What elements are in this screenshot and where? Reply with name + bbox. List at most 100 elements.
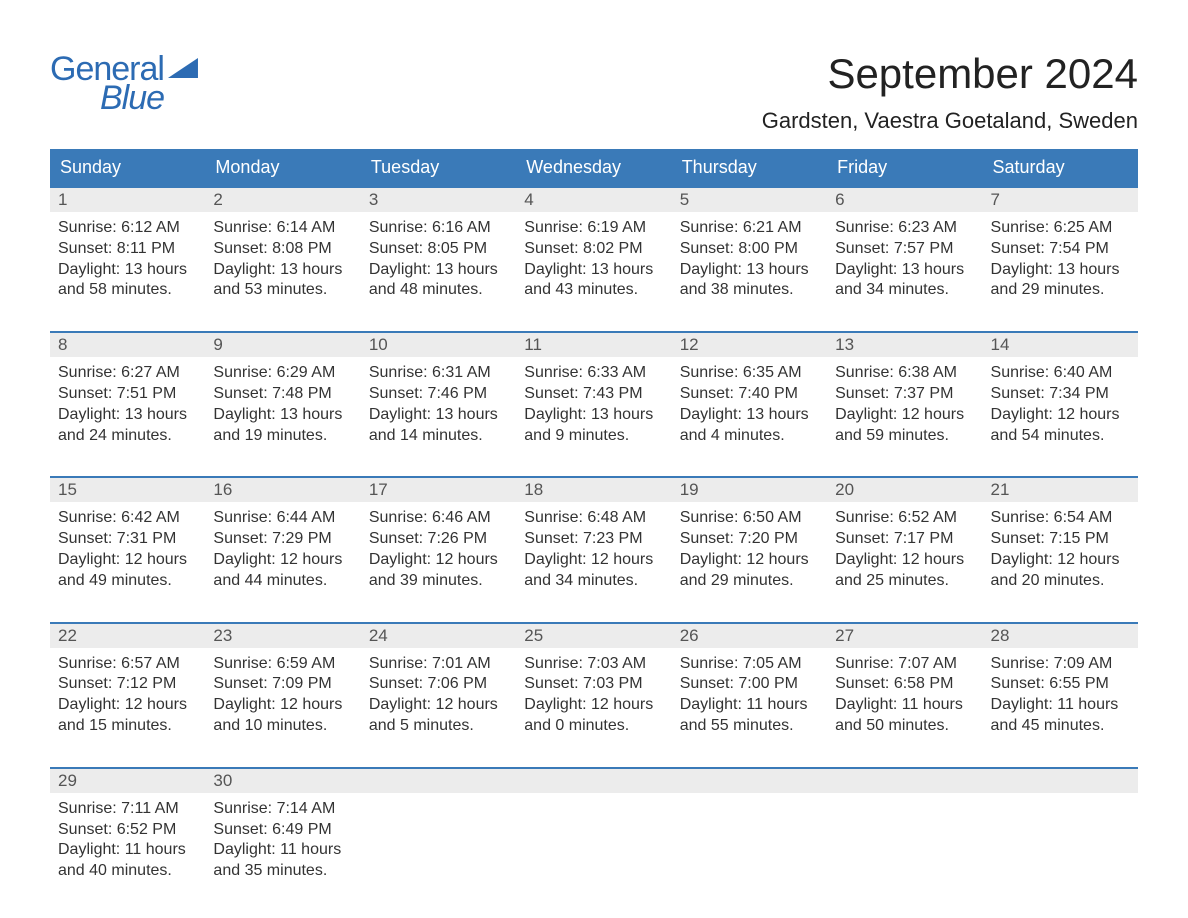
sunset-line: Sunset: 7:15 PM [991,529,1130,550]
daylight-line: Daylight: 13 hours and 34 minutes. [835,260,974,302]
daylight-line: Daylight: 11 hours and 45 minutes. [991,695,1130,737]
sunrise-line: Sunrise: 6:50 AM [680,508,819,529]
day-cell: 1Sunrise: 6:12 AMSunset: 8:11 PMDaylight… [50,188,205,313]
sunrise-line: Sunrise: 6:46 AM [369,508,508,529]
day-cell: 18Sunrise: 6:48 AMSunset: 7:23 PMDayligh… [516,478,671,603]
day-body: Sunrise: 6:23 AMSunset: 7:57 PMDaylight:… [827,212,982,301]
day-number: 16 [205,478,360,502]
day-number: 1 [50,188,205,212]
day-number: 12 [672,333,827,357]
day-cell: 21 Sunrise: 6:54 AMSunset: 7:15 PMDayligh… [983,478,1138,603]
sunset-line: Sunset: 7:00 PM [680,674,819,695]
daylight-line: Daylight: 13 hours and 38 minutes. [680,260,819,302]
day-cell: 22Sunrise: 6:57 AMSunset: 7:12 PMDayligh… [50,624,205,749]
sunset-line: Sunset: 7:17 PM [835,529,974,550]
sunrise-line: Sunrise: 6:54 AM [991,508,1130,529]
empty-day-bar [672,769,827,793]
day-cell: 25Sunrise: 7:03 AMSunset: 7:03 PMDayligh… [516,624,671,749]
week-row: 22Sunrise: 6:57 AMSunset: 7:12 PMDayligh… [50,622,1138,749]
sunrise-line: Sunrise: 6:14 AM [213,218,352,239]
dow-sunday: Sunday [50,149,205,186]
sunset-line: Sunset: 7:57 PM [835,239,974,260]
sunrise-line: Sunrise: 6:48 AM [524,508,663,529]
empty-day-cell [983,769,1138,894]
day-number: 21 [983,478,1138,502]
empty-day-bar [827,769,982,793]
day-number: 30 [205,769,360,793]
day-body: Sunrise: 6:50 AMSunset: 7:20 PMDaylight:… [672,502,827,591]
sunrise-line: Sunrise: 6:27 AM [58,363,197,384]
day-cell: 15Sunrise: 6:42 AMSunset: 7:31 PMDayligh… [50,478,205,603]
day-cell: 5Sunrise: 6:21 AMSunset: 8:00 PMDaylight… [672,188,827,313]
daylight-line: Daylight: 13 hours and 58 minutes. [58,260,197,302]
daylight-line: Daylight: 12 hours and 20 minutes. [991,550,1130,592]
sunrise-line: Sunrise: 6:38 AM [835,363,974,384]
sunset-line: Sunset: 7:48 PM [213,384,352,405]
daylight-line: Daylight: 13 hours and 14 minutes. [369,405,508,447]
day-cell: 23Sunrise: 6:59 AMSunset: 7:09 PMDayligh… [205,624,360,749]
day-number: 17 [361,478,516,502]
sunset-line: Sunset: 8:11 PM [58,239,197,260]
day-body: Sunrise: 6:35 AMSunset: 7:40 PMDaylight:… [672,357,827,446]
sunset-line: Sunset: 7:37 PM [835,384,974,405]
sunrise-line: Sunrise: 6:33 AM [524,363,663,384]
day-cell: 11Sunrise: 6:33 AMSunset: 7:43 PMDayligh… [516,333,671,458]
day-body: Sunrise: 6:40 AMSunset: 7:34 PMDaylight:… [983,357,1138,446]
sunset-line: Sunset: 7:03 PM [524,674,663,695]
sunrise-line: Sunrise: 6:19 AM [524,218,663,239]
title-block: September 2024 Gardsten, Vaestra Goetala… [762,50,1138,134]
day-number: 14 [983,333,1138,357]
day-body: Sunrise: 6:21 AMSunset: 8:00 PMDaylight:… [672,212,827,301]
daylight-line: Daylight: 11 hours and 55 minutes. [680,695,819,737]
location-text: Gardsten, Vaestra Goetaland, Sweden [762,108,1138,134]
day-cell: 17Sunrise: 6:46 AMSunset: 7:26 PMDayligh… [361,478,516,603]
sunrise-line: Sunrise: 7:03 AM [524,654,663,675]
day-body: Sunrise: 6:27 AMSunset: 7:51 PMDaylight:… [50,357,205,446]
day-body: Sunrise: 6:31 AMSunset: 7:46 PMDaylight:… [361,357,516,446]
day-body: Sunrise: 7:03 AMSunset: 7:03 PMDaylight:… [516,648,671,737]
daylight-line: Daylight: 12 hours and 29 minutes. [680,550,819,592]
day-body: Sunrise: 7:14 AMSunset: 6:49 PMDaylight:… [205,793,360,882]
daylight-line: Daylight: 12 hours and 5 minutes. [369,695,508,737]
day-body: Sunrise: 6:16 AMSunset: 8:05 PMDaylight:… [361,212,516,301]
dow-tuesday: Tuesday [361,149,516,186]
sunset-line: Sunset: 7:31 PM [58,529,197,550]
day-number: 9 [205,333,360,357]
daylight-line: Daylight: 12 hours and 10 minutes. [213,695,352,737]
daylight-line: Daylight: 13 hours and 43 minutes. [524,260,663,302]
day-body: Sunrise: 7:05 AMSunset: 7:00 PMDaylight:… [672,648,827,737]
daylight-line: Daylight: 12 hours and 0 minutes. [524,695,663,737]
day-cell: 24Sunrise: 7:01 AMSunset: 7:06 PMDayligh… [361,624,516,749]
day-body: Sunrise: 7:11 AMSunset: 6:52 PMDaylight:… [50,793,205,882]
sunrise-line: Sunrise: 6:42 AM [58,508,197,529]
day-number: 15 [50,478,205,502]
empty-day-cell [361,769,516,894]
day-body: Sunrise: 6:42 AMSunset: 7:31 PMDaylight:… [50,502,205,591]
day-cell: 30Sunrise: 7:14 AMSunset: 6:49 PMDayligh… [205,769,360,894]
dayofweek-row: Sunday Monday Tuesday Wednesday Thursday… [50,149,1138,186]
daylight-line: Daylight: 11 hours and 50 minutes. [835,695,974,737]
daylight-line: Daylight: 13 hours and 24 minutes. [58,405,197,447]
day-number: 11 [516,333,671,357]
dow-friday: Friday [827,149,982,186]
week-row: 1Sunrise: 6:12 AMSunset: 8:11 PMDaylight… [50,186,1138,313]
daylight-line: Daylight: 13 hours and 29 minutes. [991,260,1130,302]
month-title: September 2024 [762,50,1138,98]
day-body: Sunrise: 7:09 AMSunset: 6:55 PMDaylight:… [983,648,1138,737]
day-body: Sunrise: 6:46 AMSunset: 7:26 PMDaylight:… [361,502,516,591]
day-cell: 16Sunrise: 6:44 AMSunset: 7:29 PMDayligh… [205,478,360,603]
day-body: Sunrise: 6:59 AMSunset: 7:09 PMDaylight:… [205,648,360,737]
sunrise-line: Sunrise: 6:29 AM [213,363,352,384]
sunrise-line: Sunrise: 6:57 AM [58,654,197,675]
sunset-line: Sunset: 6:52 PM [58,820,197,841]
sunrise-line: Sunrise: 6:23 AM [835,218,974,239]
logo-flag-icon [168,58,198,78]
sunset-line: Sunset: 8:05 PM [369,239,508,260]
day-number: 26 [672,624,827,648]
day-number: 8 [50,333,205,357]
sunset-line: Sunset: 7:23 PM [524,529,663,550]
empty-day-bar [983,769,1138,793]
day-number: 28 [983,624,1138,648]
empty-day-bar [516,769,671,793]
sunrise-line: Sunrise: 6:35 AM [680,363,819,384]
